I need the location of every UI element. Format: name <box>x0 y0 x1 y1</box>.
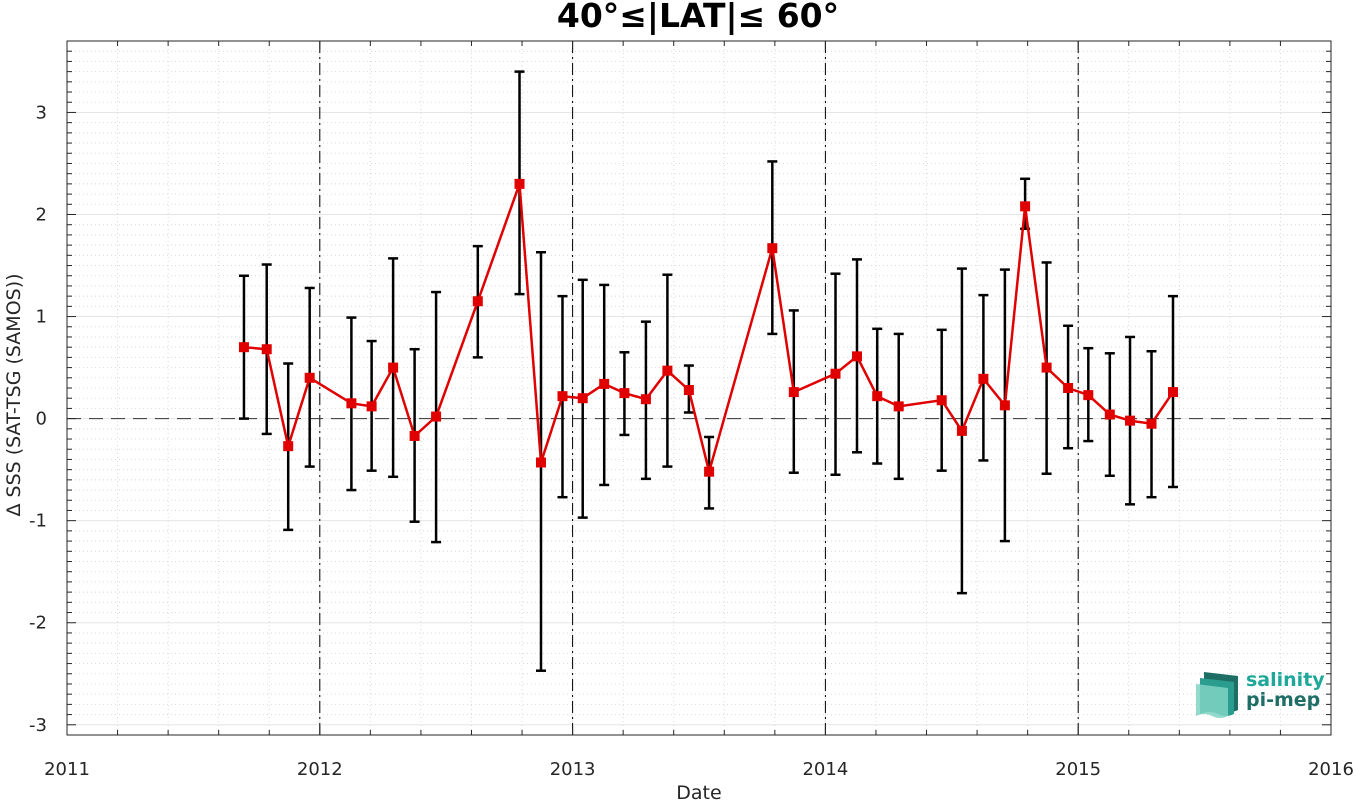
y-tick-label: 3 <box>36 102 47 123</box>
data-point-marker <box>1083 390 1094 401</box>
y-tick-label: 1 <box>36 307 47 328</box>
data-point-marker <box>893 401 904 412</box>
logo-line1: salinity <box>1246 669 1325 691</box>
data-point-marker <box>767 243 778 254</box>
data-point-marker <box>238 342 249 353</box>
y-tick-label: 0 <box>36 409 47 430</box>
data-point-marker <box>830 368 841 379</box>
x-tick-label: 2011 <box>44 759 90 780</box>
x-tick-label: 2012 <box>297 759 343 780</box>
data-point-marker <box>514 178 525 189</box>
data-point-marker <box>431 411 442 422</box>
tick-labels: 2011 2012 2013 2014 2015 2016 3 2 1 0 -1 -2 -3 <box>29 102 1354 780</box>
data-point-marker <box>366 401 377 412</box>
data-point-marker <box>409 430 420 441</box>
data-point-marker <box>388 362 399 373</box>
reference-lines <box>67 41 1331 735</box>
data-point-marker <box>936 395 947 406</box>
data-point-marker <box>1146 418 1157 429</box>
data-point-marker <box>577 393 588 404</box>
data-point-marker <box>1104 409 1115 420</box>
data-point-marker <box>619 388 630 399</box>
data-point-marker <box>283 441 294 452</box>
salinity-pi-mep-logo: salinity pi-mep <box>1194 668 1334 720</box>
logo-line2: pi-mep <box>1246 689 1321 711</box>
axis-ticks <box>66 40 1332 736</box>
data-markers <box>238 178 1178 477</box>
data-point-marker <box>304 372 315 383</box>
data-point-marker <box>261 344 272 355</box>
data-point-marker <box>1125 415 1136 426</box>
data-point-marker <box>1063 383 1074 393</box>
x-tick-label: 2014 <box>802 759 848 780</box>
grid <box>66 40 1332 736</box>
data-point-marker <box>956 425 967 436</box>
y-tick-label: -2 <box>29 613 47 634</box>
data-point-marker <box>640 394 651 405</box>
data-point-marker <box>346 398 357 409</box>
data-point-marker <box>472 296 483 307</box>
data-point-marker <box>599 378 610 389</box>
error-bars <box>238 70 1178 672</box>
x-tick-label: 2013 <box>550 759 596 780</box>
x-axis-label: Date <box>676 782 721 801</box>
data-point-marker <box>536 457 546 468</box>
data-point-marker <box>978 373 989 384</box>
y-axis-label: Δ SSS (SAT-TSG (SAMOS)) <box>3 273 25 516</box>
data-point-marker <box>788 387 799 398</box>
x-tick-label: 2015 <box>1055 759 1101 780</box>
data-point-marker <box>662 365 673 376</box>
chart-title: 40°≤|LAT|≤ 60° <box>557 0 839 35</box>
data-point-marker <box>1041 362 1052 373</box>
x-tick-label: 2016 <box>1308 759 1354 780</box>
data-point-marker <box>704 466 715 477</box>
waves-icon <box>1196 672 1238 718</box>
y-tick-label: -3 <box>29 715 47 736</box>
y-tick-label: 2 <box>36 205 47 226</box>
data-point-marker <box>872 391 883 402</box>
series-polyline <box>243 182 1175 473</box>
data-point-marker <box>1020 201 1031 212</box>
data-point-marker <box>683 385 694 396</box>
series-line <box>243 182 1175 473</box>
y-tick-label: -1 <box>29 511 47 532</box>
data-point-marker <box>1168 387 1178 398</box>
data-point-marker <box>852 351 862 362</box>
data-point-marker <box>999 400 1010 411</box>
data-point-marker <box>557 391 568 402</box>
